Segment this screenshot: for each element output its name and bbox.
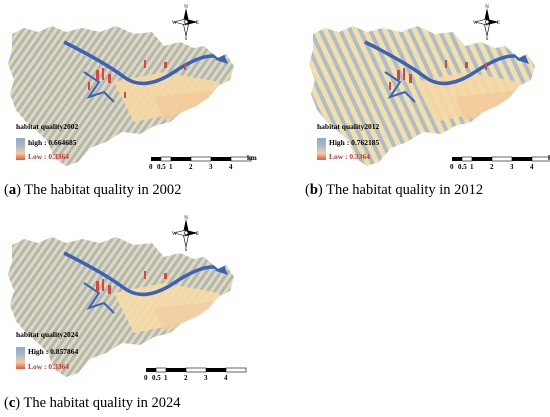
panel-caption: (a) The habitat quality in 2002: [4, 182, 182, 198]
panel-caption: (b) The habitat quality in 2012: [305, 182, 484, 198]
habitat-map: [8, 26, 234, 166]
legend-low-label: Low : 0.3364: [28, 362, 70, 371]
compass-s: S: [486, 37, 489, 40]
scale-bar: 0 0.5 1 2 3 4 km: [149, 154, 259, 178]
legend-high-label: high : 0.664685: [28, 138, 77, 147]
legend-low-label: Low : 0.3364: [329, 152, 371, 161]
map-panel-c: habitat quality2024 High : 0.857864 Low …: [4, 213, 269, 413]
map-panel-a: habitat quality2002 high : 0.664685 Low …: [4, 2, 269, 202]
legend-title: habitat quality2024: [16, 330, 79, 339]
legend-high-label: High : 0.857864: [28, 347, 79, 356]
legend-color-ramp: [16, 138, 25, 160]
scale-tick: 3: [510, 163, 514, 171]
scale-tick: 1: [470, 163, 474, 171]
compass-s: S: [185, 37, 188, 40]
scale-tick: 0.5: [458, 163, 467, 171]
compass-e: E: [196, 232, 199, 237]
compass-e: E: [196, 21, 199, 26]
scale-unit: km: [247, 154, 257, 162]
compass-n: N: [184, 216, 188, 221]
compass-e: E: [497, 21, 500, 26]
compass-w: W: [473, 21, 478, 26]
legend-high-label: High : 0.762185: [329, 138, 380, 147]
legend-color-ramp: [317, 138, 326, 160]
scale-tick: 1: [169, 163, 173, 171]
scale-tick: 4: [224, 374, 228, 382]
scale-bar: 0 0.5 1 2 3 4: [144, 365, 254, 389]
scale-tick: 0.5: [152, 374, 161, 382]
compass-w: W: [172, 232, 177, 237]
habitat-map: [8, 237, 234, 377]
panel-caption: (c) The habitat quality in 2024: [4, 395, 181, 411]
compass-n: N: [485, 5, 489, 10]
scale-tick: 2: [490, 163, 494, 171]
scale-tick: 4: [229, 163, 233, 171]
legend-color-ramp: [16, 347, 25, 369]
scale-tick: 0.5: [157, 163, 166, 171]
legend-title: habitat quality2012: [317, 122, 380, 131]
compass-n: N: [184, 5, 188, 10]
scale-tick: 3: [204, 374, 208, 382]
compass-w: W: [172, 21, 177, 26]
map-panel-b: habitat quality2012 High : 0.762185 Low …: [305, 2, 550, 202]
scale-bar: 0 0.5 1 2 3 4 km: [450, 154, 550, 178]
north-arrow: N S W E: [172, 215, 200, 253]
north-arrow: N S W E: [473, 4, 501, 42]
scale-tick: 3: [209, 163, 213, 171]
north-arrow: N S W E: [172, 4, 200, 42]
legend-title: habitat quality2002: [16, 122, 79, 131]
scale-tick: 0: [450, 163, 454, 171]
scale-unit: km: [548, 154, 550, 162]
scale-tick: 4: [530, 163, 534, 171]
habitat-map: [309, 26, 535, 166]
scale-tick: 1: [164, 374, 168, 382]
scale-tick: 0: [149, 163, 153, 171]
scale-tick: 0: [144, 374, 148, 382]
legend-low-label: Low : 0.3364: [28, 152, 70, 161]
scale-tick: 2: [184, 374, 188, 382]
compass-s: S: [185, 248, 188, 251]
scale-tick: 2: [189, 163, 193, 171]
